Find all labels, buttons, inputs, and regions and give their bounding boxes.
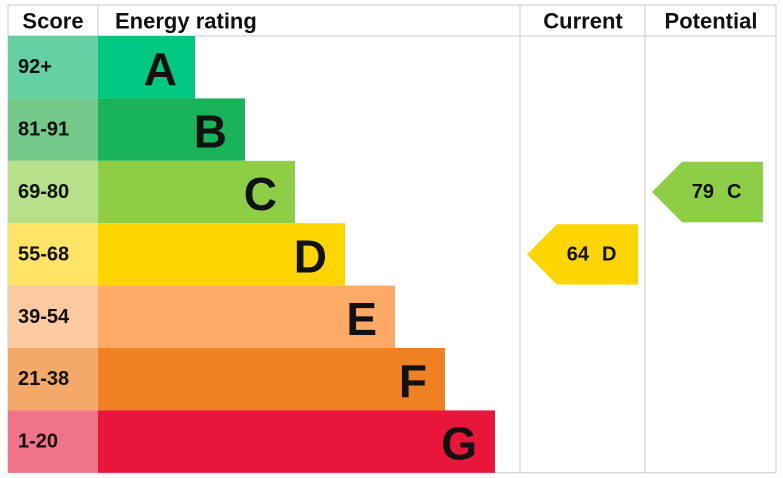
- band-letter: G: [441, 418, 477, 470]
- rating-bar: [98, 36, 195, 99]
- current-score: 64: [567, 243, 590, 265]
- score-range: 55-68: [18, 243, 69, 265]
- band-letter: D: [294, 230, 327, 282]
- rating-bar: [98, 223, 345, 286]
- potential-letter: C: [727, 181, 741, 203]
- rating-bar: [98, 410, 495, 473]
- header-score: Score: [22, 9, 83, 34]
- header-energy-rating: Energy rating: [115, 9, 257, 34]
- potential-score: 79: [692, 181, 714, 203]
- potential-arrow: [652, 161, 763, 223]
- current-letter: D: [602, 243, 616, 265]
- score-cell: [8, 160, 98, 224]
- score-cell: [8, 223, 98, 286]
- band-letter: E: [346, 293, 377, 345]
- band-letter: B: [194, 106, 227, 158]
- band-letter: C: [244, 168, 277, 220]
- score-range: 92+: [18, 56, 52, 78]
- score-range: 69-80: [18, 181, 69, 203]
- band-letter: F: [399, 355, 427, 407]
- score-cell: [8, 98, 98, 161]
- score-cell: [8, 410, 98, 473]
- header-current: Current: [543, 9, 623, 34]
- score-range: 21-38: [18, 368, 69, 390]
- score-cell: [8, 36, 98, 99]
- rating-bar: [98, 348, 445, 411]
- header-potential: Potential: [665, 9, 758, 34]
- rating-bar: [98, 285, 395, 348]
- score-range: 1-20: [18, 431, 58, 453]
- score-cell: [8, 348, 98, 411]
- score-cell: [8, 285, 98, 348]
- score-range: 81-91: [18, 119, 69, 141]
- rating-bar: [98, 160, 295, 224]
- band-letter: A: [144, 43, 177, 95]
- score-range: 39-54: [18, 306, 70, 328]
- current-arrow: [527, 224, 638, 285]
- rating-bar: [98, 98, 245, 161]
